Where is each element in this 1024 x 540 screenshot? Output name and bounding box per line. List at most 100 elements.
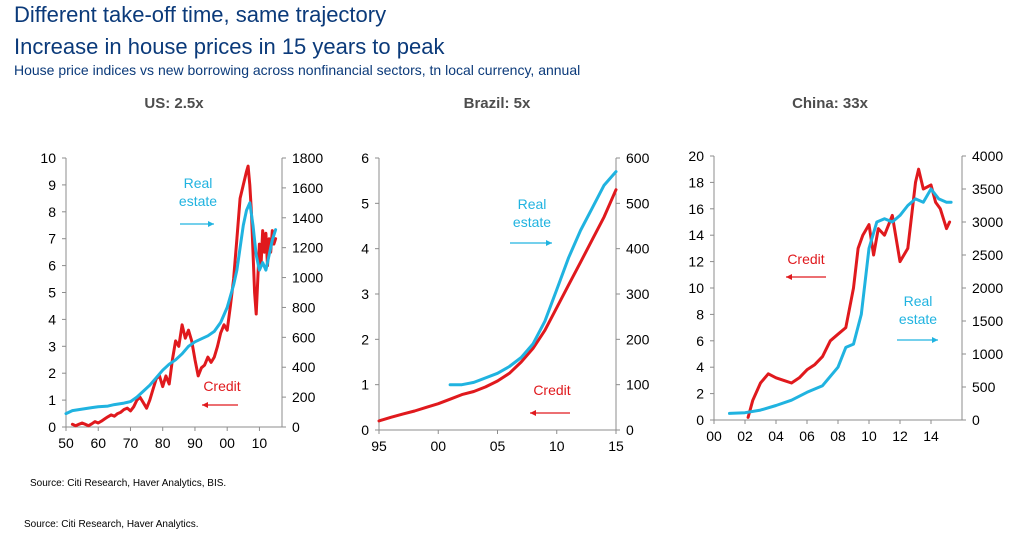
chart-2-right-tick-label: 100 — [626, 377, 650, 393]
chart-1-right-tick-label: 1400 — [292, 210, 323, 226]
page-subtitle: Increase in house prices in 15 years to … — [14, 34, 445, 59]
chart-1-x-tick-label: 60 — [90, 435, 106, 451]
chart-3-x-tick-label: 14 — [923, 428, 939, 444]
chart-1-real-estate-line — [64, 201, 278, 416]
chart-3-credit-arrowhead — [786, 274, 792, 280]
chart-2-right-tick-label: 500 — [626, 195, 650, 211]
chart-3-right-tick-label: 1500 — [972, 313, 1003, 329]
chart-3-left-tick-label: 14 — [688, 227, 704, 243]
chart-3-left-tick-label: 16 — [688, 201, 704, 217]
chart-3-left-tick-label: 6 — [696, 333, 704, 349]
chart-3-left-tick-label: 0 — [696, 412, 704, 428]
chart-1-left-tick-label: 4 — [48, 311, 56, 327]
chart-3-left-tick-label: 20 — [688, 148, 704, 164]
chart-3-right-tick-label: 500 — [972, 379, 996, 395]
chart-2-real-estate-arrowhead — [546, 240, 552, 246]
chart-2-real-estate-label: estate — [513, 214, 551, 230]
page-title: Different take-off time, same trajectory — [14, 2, 387, 27]
chart-3-real-estate-arrowhead — [932, 337, 938, 343]
chart-2-right-tick-label: 600 — [626, 150, 650, 166]
chart-1-real-estate-label: estate — [179, 193, 217, 209]
chart-1-right-tick-label: 600 — [292, 329, 316, 345]
chart-1-left-tick-label: 10 — [40, 150, 56, 166]
chart-3-right-tick-label: 1000 — [972, 346, 1003, 362]
chart-1-right-tick-label: 200 — [292, 389, 316, 405]
chart-1-right-tick-label: 1800 — [292, 150, 323, 166]
chart-1-right-tick-label: 400 — [292, 359, 316, 375]
chart-3-left-tick-label: 8 — [696, 306, 704, 322]
chart-2-left-tick-label: 5 — [361, 195, 369, 211]
chart-1-left-tick-label: 6 — [48, 258, 56, 274]
chart-3-left-tick-label: 12 — [688, 254, 704, 270]
chart-3-credit-label: Credit — [787, 251, 824, 267]
chart-1-x-tick-label: 80 — [155, 435, 171, 451]
chart-3-left-tick-label: 18 — [688, 174, 704, 190]
chart-1-left-tick-label: 9 — [48, 177, 56, 193]
chart-1-left-tick-label: 5 — [48, 285, 56, 301]
chart-2-x-tick-label: 95 — [371, 438, 387, 454]
chart-3-right-tick-label: 2500 — [972, 247, 1003, 263]
chart-3-left-tick-label: 10 — [688, 280, 704, 296]
chart-2-real-estate-line — [448, 170, 618, 387]
chart-2-left-tick-label: 6 — [361, 150, 369, 166]
chart-3-title: China: 33x — [792, 95, 869, 112]
chart-3-x-tick-label: 02 — [737, 428, 753, 444]
chart-3-x-tick-label: 06 — [799, 428, 815, 444]
chart-2-left-tick-label: 2 — [361, 331, 369, 347]
chart-2-left-tick-label: 3 — [361, 286, 369, 302]
chart-3-left-tick-label: 4 — [696, 359, 704, 375]
chart-2-real-estate-label: Real — [518, 196, 547, 212]
chart-1-title: US: 2.5x — [144, 95, 204, 112]
chart-1-credit-line — [70, 164, 278, 428]
chart-3-right-tick-label: 3500 — [972, 181, 1003, 197]
chart-3-real-estate-label: estate — [899, 311, 937, 327]
chart-3-real-estate-line — [728, 187, 953, 415]
chart-1-left-tick-label: 1 — [48, 392, 56, 408]
chart-2-x-tick-label: 00 — [430, 438, 446, 454]
chart-2-credit-arrowhead — [530, 410, 536, 416]
chart-2-x-tick-label: 10 — [549, 438, 565, 454]
chart-3-right-tick-label: 2000 — [972, 280, 1003, 296]
chart-3-right-tick-label: 3000 — [972, 214, 1003, 230]
chart-1-x-tick-label: 70 — [123, 435, 139, 451]
chart-1-credit-label: Credit — [203, 378, 240, 394]
chart-1-right-tick-label: 1000 — [292, 270, 323, 286]
chart-2-left-tick-label: 0 — [361, 422, 369, 438]
chart-2-title: Brazil: 5x — [464, 95, 531, 112]
chart-1-left-tick-label: 8 — [48, 204, 56, 220]
chart-2-x-tick-label: 05 — [490, 438, 506, 454]
chart-1-left-tick-label: 3 — [48, 338, 56, 354]
chart-1-right-tick-label: 1600 — [292, 180, 323, 196]
chart-2-credit-line — [377, 188, 618, 423]
chart-3-x-tick-label: 00 — [706, 428, 722, 444]
chart-1-real-estate-label: Real — [184, 175, 213, 191]
chart-1-right-tick-label: 0 — [292, 419, 300, 435]
chart-1-right-tick-label: 1200 — [292, 240, 323, 256]
chart-3-left-tick-label: 2 — [696, 386, 704, 402]
chart-1-left-tick-label: 0 — [48, 419, 56, 435]
chart-2-left-tick-label: 1 — [361, 377, 369, 393]
chart-3-x-tick-label: 10 — [861, 428, 877, 444]
chart-3-x-tick-label: 08 — [830, 428, 846, 444]
chart-source-note: Source: Citi Research, Haver Analytics, … — [30, 478, 227, 489]
chart-1-credit-arrowhead — [202, 402, 208, 408]
chart-3-right-tick-label: 4000 — [972, 148, 1003, 164]
chart-2-x-tick-label: 15 — [608, 438, 624, 454]
chart-2-left-tick-label: 4 — [361, 241, 369, 257]
chart-2-right-tick-label: 200 — [626, 331, 650, 347]
chart-1-x-tick-label: 90 — [187, 435, 203, 451]
chart-3-x-tick-label: 04 — [768, 428, 784, 444]
chart-3-credit-line — [746, 167, 952, 419]
chart-2-right-tick-label: 300 — [626, 286, 650, 302]
chart-3-x-tick-label: 12 — [892, 428, 908, 444]
chart-3-right-tick-label: 0 — [972, 412, 980, 428]
chart-1-real-estate-arrowhead — [208, 221, 214, 227]
page-description: House price indices vs new borrowing acr… — [14, 62, 581, 78]
chart-2-credit-label: Credit — [533, 382, 570, 398]
chart-1-x-tick-label: 50 — [58, 435, 74, 451]
chart-2-right-tick-label: 0 — [626, 422, 634, 438]
chart-2-right-tick-label: 400 — [626, 241, 650, 257]
chart-3-real-estate-label: Real — [904, 293, 933, 309]
chart-1-left-tick-label: 2 — [48, 365, 56, 381]
chart-1-x-tick-label: 00 — [219, 435, 235, 451]
